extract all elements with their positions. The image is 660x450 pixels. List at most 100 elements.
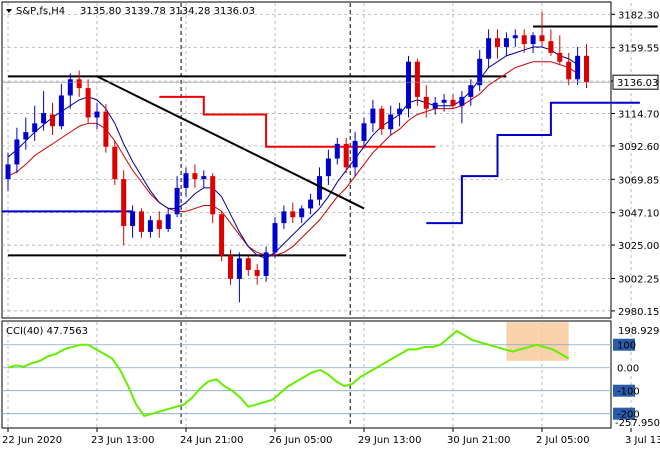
price-tick-label: 3092.60 <box>618 142 659 153</box>
candle-body <box>325 158 331 177</box>
candle-body <box>23 132 29 140</box>
highlight-box <box>506 322 569 361</box>
candle-body <box>130 211 136 227</box>
ohlc-values: 3135.80 3139.78 3134.28 3136.03 <box>80 6 255 17</box>
time-tick-label: 2 Jul 05:00 <box>536 435 590 446</box>
candle-body <box>539 35 545 42</box>
candle-body <box>41 113 47 124</box>
cci-max-label: 198.9294 <box>618 326 660 337</box>
candle-body <box>308 199 314 209</box>
candle-body <box>103 111 109 147</box>
candle-body <box>548 41 554 53</box>
candle-body <box>459 96 465 106</box>
candle-body <box>432 102 438 109</box>
candles <box>5 11 589 303</box>
candle-body <box>388 114 394 130</box>
candle-body <box>219 214 225 256</box>
candle-body <box>521 35 527 45</box>
candle-body <box>76 79 82 89</box>
candle-body <box>584 55 589 83</box>
candle-body <box>254 270 260 276</box>
candle-body <box>50 114 55 127</box>
moving-averages <box>7 46 578 259</box>
candle-body <box>210 176 216 215</box>
cci-level-label: -100 <box>617 387 640 398</box>
candle-body <box>530 35 536 45</box>
candle-body <box>397 108 403 115</box>
price-tick-label: 3159.55 <box>618 44 659 55</box>
candle-body <box>566 61 572 80</box>
candle-body <box>272 223 278 253</box>
collapse-triangle-icon[interactable] <box>6 9 12 13</box>
candle-body <box>94 111 100 118</box>
candle-body <box>192 173 198 180</box>
candle-body <box>245 258 251 271</box>
candle-body <box>343 143 349 168</box>
cci-level-box <box>613 361 635 374</box>
candle-body <box>228 255 233 279</box>
price-axis: 3182.303159.553136.803114.703092.603069.… <box>2 10 659 318</box>
candle-body <box>263 252 269 276</box>
current-price-box <box>612 74 659 90</box>
candle-body <box>201 176 207 180</box>
candle-body <box>236 258 242 279</box>
candle-body <box>379 108 385 130</box>
cci-level-label: 0.00 <box>617 364 639 375</box>
candle-body <box>67 79 73 96</box>
candle-body <box>58 95 64 127</box>
time-tick-label: 26 Jun 05:00 <box>269 435 333 446</box>
cci-level-label: 100 <box>617 341 636 352</box>
cci-level-label: -200 <box>617 410 640 421</box>
candle-body <box>495 38 500 48</box>
cci-level-box <box>613 384 635 397</box>
candle-body <box>299 208 305 218</box>
candle-body <box>112 146 118 180</box>
candle-body <box>486 38 492 59</box>
slow-moving-average <box>7 61 578 256</box>
candle-body <box>121 179 127 227</box>
candle-body <box>503 38 509 48</box>
candle-body <box>361 123 367 141</box>
time-axis: 22 Jun 2020 23 Jun 13:00 24 Jun 21:00 26 Ju… <box>2 428 660 446</box>
candle-body <box>139 211 144 232</box>
candle-body <box>174 187 180 215</box>
candle-body <box>165 214 171 229</box>
cci-min-label: -257.9500 <box>615 418 660 429</box>
red-step-line <box>159 95 436 148</box>
main-pane[interactable] <box>1 1 612 319</box>
trendline-group <box>96 75 365 210</box>
cci-level-box <box>613 338 635 351</box>
candle-body <box>334 143 340 159</box>
cci-label: CCI(40) 47.7563 <box>6 326 88 337</box>
cci-level-box <box>613 407 635 420</box>
horizontal-lines <box>8 25 658 257</box>
candle-body <box>317 176 322 200</box>
candle-body <box>32 123 38 133</box>
price-tick-label: 2980.15 <box>618 307 659 318</box>
current-price-label: 3136.03 <box>617 78 658 89</box>
fast-moving-average <box>7 46 578 259</box>
candle-body <box>14 139 20 165</box>
candle-body <box>512 35 518 39</box>
time-tick-label: 30 Jun 21:00 <box>447 435 511 446</box>
price-tick-label: 3182.30 <box>618 10 659 21</box>
price-tick-label: 3069.85 <box>618 175 659 186</box>
time-tick-label: 23 Jun 13:00 <box>91 435 155 446</box>
blue-step-line <box>426 101 640 225</box>
cci-indicator: 100 0.00 -100 -200 198.9294 -257.9500 <box>2 322 660 429</box>
candle-body <box>468 85 474 97</box>
candle-body <box>5 164 11 180</box>
candle-body <box>147 220 153 232</box>
candle-body <box>352 140 358 168</box>
candle-body <box>156 220 162 229</box>
symbol-label: S&P,fs,H4 <box>16 6 65 17</box>
time-tick-label: 29 Jun 13:00 <box>358 435 422 446</box>
candle-body <box>281 211 287 224</box>
price-tick-label: 3025.00 <box>618 241 659 252</box>
candle-body <box>575 55 581 80</box>
step-lines <box>2 95 640 225</box>
candle-body <box>450 99 456 106</box>
candle-body <box>414 61 420 97</box>
candle-body <box>183 173 189 188</box>
